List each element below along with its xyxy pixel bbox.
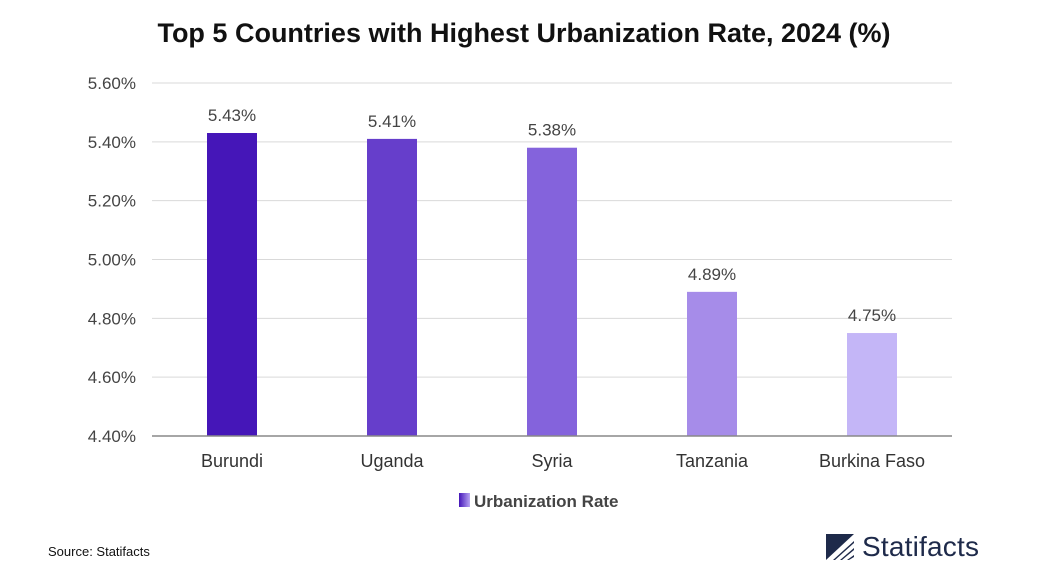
data-labels: 5.43% 5.41% 5.38% 4.89% 4.75% <box>208 106 896 325</box>
data-label: 4.89% <box>688 265 736 284</box>
y-tick-label: 4.80% <box>88 309 136 328</box>
x-category-label: Burkina Faso <box>819 451 925 471</box>
bar-syria <box>527 147 577 436</box>
y-tick-label: 4.40% <box>88 427 136 446</box>
statifacts-logo-icon <box>824 532 856 562</box>
chart-title: Top 5 Countries with Highest Urbanizatio… <box>157 18 890 48</box>
y-tick-label: 5.00% <box>88 251 136 270</box>
legend: Urbanization Rate <box>459 492 619 511</box>
x-category-label: Uganda <box>360 451 424 471</box>
data-label: 5.41% <box>368 112 416 131</box>
bars <box>207 133 897 436</box>
bar-burundi <box>207 133 257 436</box>
y-tick-label: 5.40% <box>88 133 136 152</box>
x-category-label: Burundi <box>201 451 263 471</box>
data-label: 5.38% <box>528 121 576 140</box>
bar-uganda <box>367 138 417 436</box>
source-note: Source: Statifacts <box>48 544 150 559</box>
x-category-label: Syria <box>531 451 573 471</box>
bar-tanzania <box>687 291 737 436</box>
x-axis-categories: Burundi Uganda Syria Tanzania Burkina Faso <box>201 451 925 471</box>
legend-label: Urbanization Rate <box>474 492 619 511</box>
y-tick-label: 5.60% <box>88 74 136 93</box>
legend-swatch <box>459 493 470 507</box>
y-axis-ticks: 4.40% 4.60% 4.80% 5.00% 5.20% 5.40% 5.60% <box>88 74 136 446</box>
brand-name: Statifacts <box>862 531 980 562</box>
data-label: 4.75% <box>848 306 896 325</box>
y-tick-label: 5.20% <box>88 192 136 211</box>
data-label: 5.43% <box>208 106 256 125</box>
y-tick-label: 4.60% <box>88 368 136 387</box>
brand-logo: Statifacts <box>824 528 979 566</box>
x-category-label: Tanzania <box>676 451 749 471</box>
bar-burkina-faso <box>847 333 897 436</box>
